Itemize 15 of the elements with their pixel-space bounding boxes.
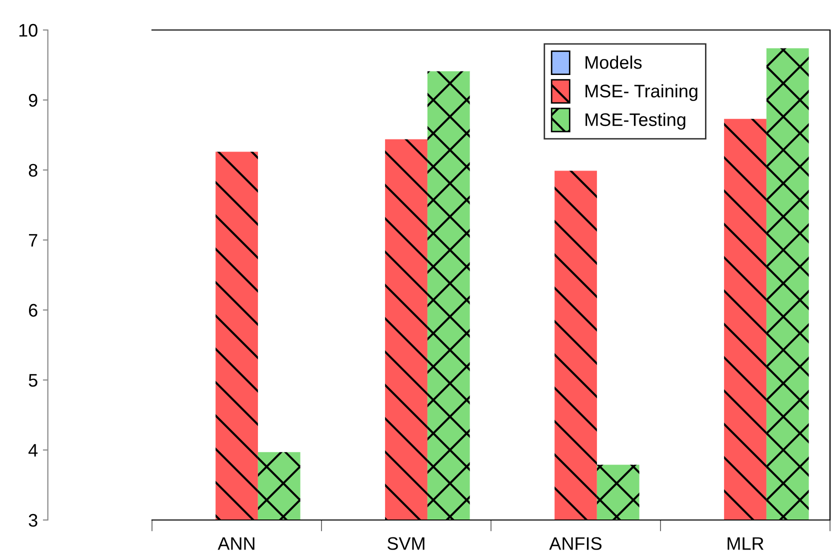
- x-tick-label: ANN: [218, 537, 254, 550]
- x-tick-label: ANFIS: [549, 537, 602, 550]
- x-tick-label: SVM: [388, 537, 424, 550]
- legend-label: MSE-Testing: [586, 112, 686, 130]
- y-tick-label: 5: [28, 374, 38, 387]
- y-tick-label: 3: [28, 514, 38, 527]
- y-tick-label: 9: [28, 94, 38, 107]
- legend-label: MSE- Training: [586, 84, 698, 102]
- y-tick-label: 7: [28, 234, 38, 247]
- y-tick-label: 4: [28, 444, 38, 457]
- y-tick-label: 10: [19, 24, 38, 37]
- y-tick-label: 8: [28, 164, 38, 177]
- x-tick-label: MLR: [728, 537, 764, 550]
- legend-label: Models: [586, 56, 642, 69]
- y-tick-label: 6: [28, 304, 38, 317]
